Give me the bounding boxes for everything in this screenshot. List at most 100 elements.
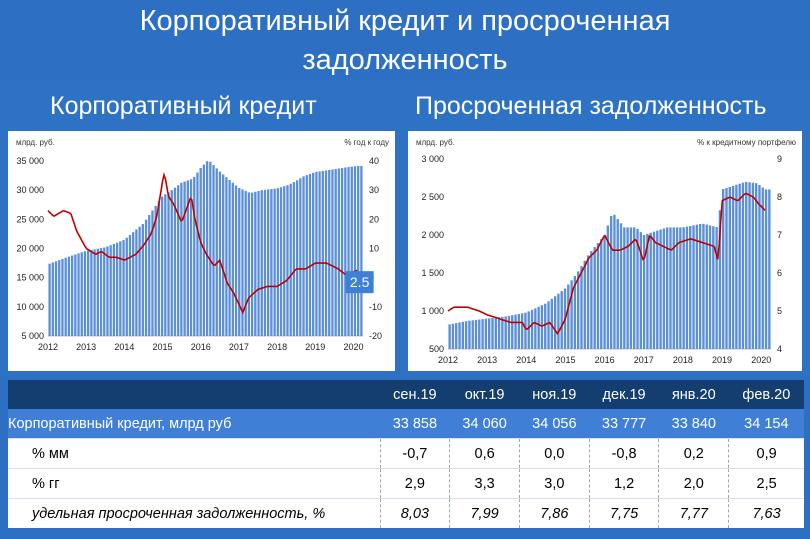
table-cell: 0,9: [728, 438, 804, 469]
bar: [669, 227, 672, 349]
bar: [177, 185, 180, 336]
bar: [109, 245, 112, 336]
bar: [527, 311, 530, 349]
bar: [125, 237, 128, 336]
x-tick-label: 2020: [343, 342, 363, 352]
bar: [708, 225, 712, 349]
bar: [234, 185, 238, 336]
callout-value: 2.5: [350, 274, 370, 290]
bar: [675, 227, 679, 349]
bar: [514, 314, 517, 349]
x-tick-label: 2013: [76, 342, 96, 352]
x-tick-label: 2017: [229, 342, 249, 352]
bar: [735, 184, 738, 349]
bar: [54, 261, 58, 336]
bar: [570, 280, 573, 349]
bar: [577, 271, 580, 349]
bar: [302, 176, 305, 336]
x-tick-label: 2014: [114, 342, 134, 352]
bar: [270, 189, 273, 336]
y-tick-right: 4: [777, 344, 782, 354]
bar: [295, 180, 299, 336]
bar: [228, 179, 231, 336]
bar: [662, 228, 666, 349]
bar: [553, 296, 557, 349]
bar: [646, 233, 649, 349]
table-cell: 3,3: [449, 468, 520, 499]
bar: [458, 322, 461, 349]
corporate-credit-chart: млрд. руб. % год к году 35 000 30 000 25 000…: [8, 131, 395, 371]
title-line-1: Корпоративный кредит и просроченная: [139, 5, 671, 37]
bar: [484, 318, 488, 349]
y-tick-left: 15 000: [16, 273, 44, 283]
bar: [93, 249, 96, 336]
x-tick-label: 2018: [267, 342, 287, 352]
bar: [360, 165, 363, 336]
bar: [83, 251, 87, 336]
bar: [692, 225, 695, 349]
month-header: фев.20: [728, 380, 804, 409]
bar: [212, 165, 215, 336]
data-table: сен.19 окт.19 ноя.19 дек.19 янв.20 фев.20 Корп…: [8, 380, 804, 528]
y-tick-left: 5 000: [21, 331, 44, 341]
y-tick-left: 3 000: [421, 154, 444, 164]
bar: [241, 189, 244, 336]
bar: [328, 169, 331, 336]
bar: [679, 227, 682, 349]
y-tick-right: 40: [369, 156, 379, 166]
overdue-debt-chart: млрд. руб. % к кредитному портфелю 3 000 2 …: [408, 131, 802, 371]
bar: [540, 305, 544, 349]
bar: [751, 182, 755, 349]
bar: [231, 182, 234, 336]
bar: [715, 227, 718, 349]
bar: [718, 210, 722, 349]
bar: [702, 223, 705, 349]
bar: [613, 214, 616, 349]
bar: [148, 215, 151, 336]
bar: [491, 317, 494, 349]
bar: [292, 182, 296, 336]
bar: [199, 168, 202, 336]
bar: [619, 223, 623, 349]
bar: [722, 189, 725, 349]
callout-box: [345, 271, 374, 294]
bar: [77, 253, 80, 336]
bar: [144, 219, 148, 336]
bar: [524, 312, 527, 349]
y-tick-right: 8: [777, 192, 782, 202]
month-header: окт.19: [449, 380, 520, 409]
bar: [583, 260, 586, 349]
bar: [557, 293, 560, 349]
y-tick-left: 2 500: [421, 192, 444, 202]
bar: [534, 308, 537, 349]
bar: [74, 254, 77, 336]
bar: [728, 186, 731, 349]
bar: [324, 170, 328, 336]
table-row: % мм -0,7 0,6 0,0 -0,8 0,2 0,9: [8, 438, 804, 469]
table-cell: 7,75: [588, 498, 659, 528]
bar: [154, 205, 157, 336]
bar: [741, 182, 745, 349]
bar: [138, 226, 141, 336]
bar: [250, 192, 254, 336]
y-tick-right: 6: [777, 268, 782, 278]
bar: [340, 167, 344, 336]
bar: [629, 227, 633, 349]
bar: [273, 188, 276, 336]
bar: [180, 182, 183, 336]
bar: [122, 240, 125, 336]
table-cell: 1,2: [588, 468, 659, 499]
bar: [80, 252, 83, 336]
bar: [186, 180, 189, 336]
y-tick-right: 10: [369, 244, 379, 254]
table-cell: 33 858: [380, 409, 450, 439]
table-cell: 33 840: [658, 409, 729, 439]
bar: [193, 176, 196, 336]
bar: [51, 262, 54, 336]
bar: [537, 306, 540, 349]
bar: [238, 187, 241, 336]
bar: [507, 315, 511, 349]
bar: [511, 315, 514, 349]
corporate-credit-svg: млрд. руб. % год к году 35 000 30 000 25 000…: [16, 138, 389, 352]
bar: [164, 194, 167, 336]
